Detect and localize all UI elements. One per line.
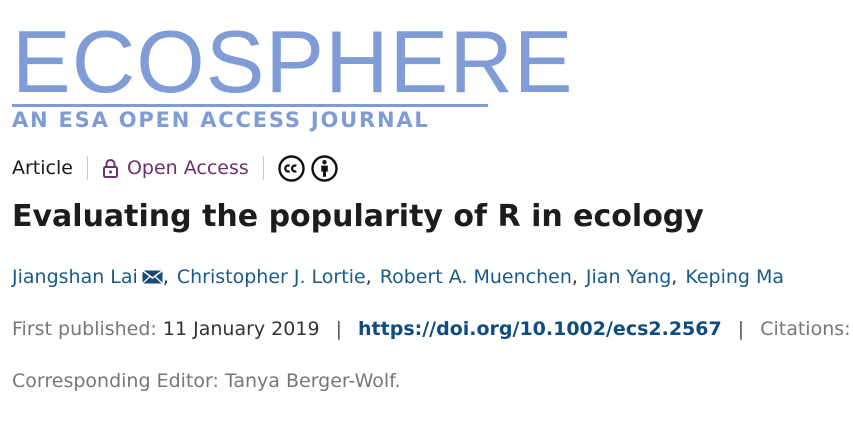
author-separator: , [571, 266, 578, 288]
email-icon[interactable] [141, 270, 163, 284]
citations-label: Citations: [760, 318, 851, 340]
author-link[interactable]: Jiangshan Lai [12, 266, 138, 288]
author-separator: , [671, 266, 678, 288]
first-published-date: 11 January 2019 [162, 318, 320, 340]
author-link[interactable]: Robert A. Muenchen [379, 266, 572, 288]
open-access-label: Open Access [126, 157, 249, 179]
author-list: Jiangshan Lai , Christopher J. Lortie , … [12, 266, 784, 288]
pub-separator: | [737, 318, 745, 340]
doi-link[interactable]: https://doi.org/10.1002/ecs2.2567 [358, 318, 722, 340]
journal-name: ECOSPHERE [12, 12, 574, 111]
article-type: Article [12, 157, 73, 179]
author-link[interactable]: Keping Ma [685, 266, 785, 288]
meta-divider [86, 156, 88, 180]
lock-icon [102, 159, 118, 178]
publication-info: First published: 11 January 2019 | https… [12, 318, 853, 340]
author-separator: , [162, 266, 169, 288]
license-badges[interactable] [278, 154, 338, 182]
author-separator: , [365, 266, 372, 288]
journal-tagline: AN ESA OPEN ACCESS JOURNAL [12, 108, 430, 132]
author-link[interactable]: Christopher J. Lortie [176, 266, 366, 288]
journal-logo[interactable]: ECOSPHERE AN ESA OPEN ACCESS JOURNAL [12, 18, 573, 132]
author-link[interactable]: Jian Yang [585, 266, 672, 288]
first-published-label: First published: [12, 318, 157, 340]
meta-divider [262, 156, 264, 180]
attribution-icon[interactable] [311, 154, 338, 182]
corresponding-editor: Corresponding Editor: Tanya Berger-Wolf. [12, 370, 401, 392]
logo-divider [12, 104, 488, 107]
pub-separator: | [335, 318, 342, 340]
article-title: Evaluating the popularity of R in ecolog… [12, 199, 704, 234]
open-access-badge[interactable]: Open Access [102, 157, 249, 179]
article-meta: Article Open Access [12, 152, 338, 184]
creative-commons-icon[interactable] [278, 154, 305, 182]
